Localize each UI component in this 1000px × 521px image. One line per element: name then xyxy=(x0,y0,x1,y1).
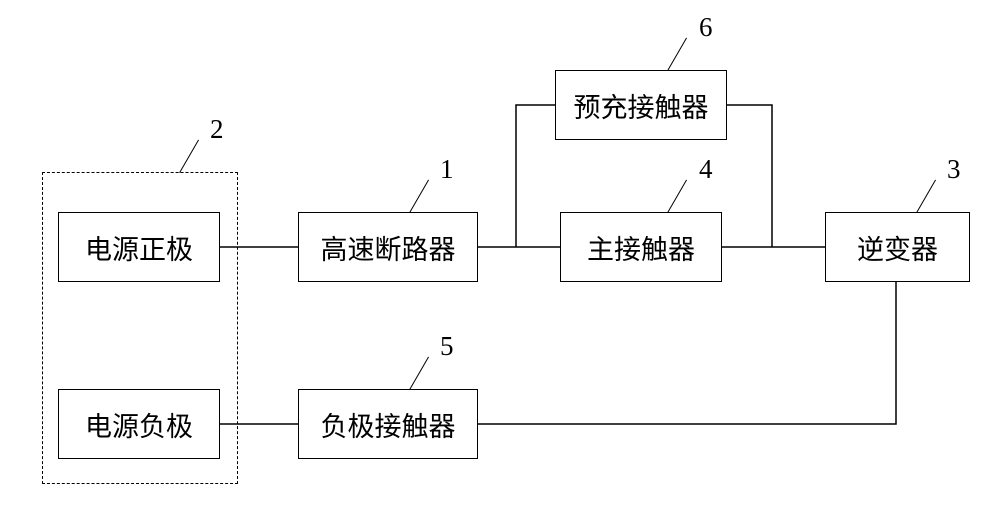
callout-number: 1 xyxy=(440,154,454,185)
node-power-positive: 电源正极 xyxy=(58,212,220,282)
node-label: 逆变器 xyxy=(857,228,938,267)
node-label: 预充接触器 xyxy=(574,86,709,125)
node-negative-contactor: 负极接触器 xyxy=(298,389,478,459)
node-label: 电源正极 xyxy=(85,228,193,267)
node-power-negative: 电源负极 xyxy=(58,389,220,459)
callout-number: 5 xyxy=(440,331,454,362)
callout-tick xyxy=(667,180,687,213)
node-high-speed-breaker: 高速断路器 xyxy=(298,212,478,282)
callout-tick xyxy=(409,180,429,213)
node-label: 主接触器 xyxy=(587,228,695,267)
callout-number: 4 xyxy=(699,154,713,185)
callout-number: 6 xyxy=(699,12,713,43)
callout-number: 2 xyxy=(210,114,224,145)
node-main-contactor: 主接触器 xyxy=(560,212,722,282)
node-precharge-contactor: 预充接触器 xyxy=(555,70,727,140)
node-label: 高速断路器 xyxy=(321,228,456,267)
callout-tick xyxy=(916,180,936,213)
node-label: 负极接触器 xyxy=(321,405,456,444)
callout-tick xyxy=(409,357,429,390)
node-inverter: 逆变器 xyxy=(825,212,970,282)
callout-number: 3 xyxy=(947,154,961,185)
callout-tick xyxy=(179,140,199,173)
callout-tick xyxy=(667,38,687,71)
node-label: 电源负极 xyxy=(85,405,193,444)
